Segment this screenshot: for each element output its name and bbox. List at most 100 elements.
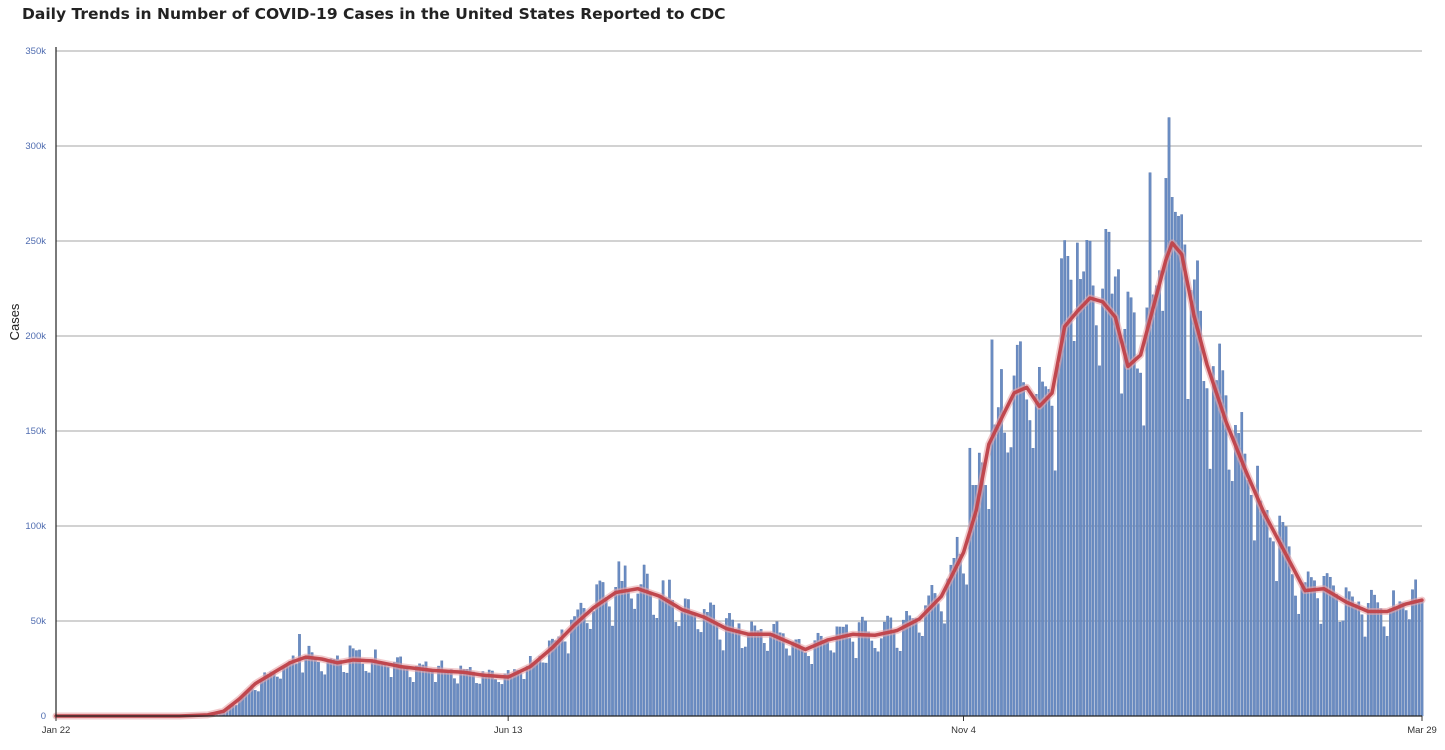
daily-case-bar [671, 600, 674, 717]
y-tick-label: 350k [25, 46, 46, 57]
daily-case-bar [696, 629, 700, 717]
daily-case-bar [996, 407, 1000, 717]
daily-case-bar [1389, 608, 1392, 717]
daily-case-bar [1177, 215, 1180, 717]
daily-case-bar [1180, 214, 1184, 717]
daily-case-bar [285, 663, 289, 717]
daily-case-bar [1224, 395, 1228, 717]
daily-case-bar [1360, 614, 1364, 717]
daily-case-bar [987, 509, 991, 717]
daily-case-bar [1259, 500, 1263, 717]
daily-case-bar [813, 640, 817, 717]
daily-case-bar [1357, 601, 1361, 717]
daily-case-bar [819, 635, 823, 717]
daily-case-bar [1151, 294, 1155, 717]
daily-case-bar [462, 669, 466, 717]
daily-case-bar [804, 652, 807, 717]
daily-case-bar [386, 666, 390, 717]
daily-case-bar [917, 632, 921, 717]
daily-case-bar [687, 599, 690, 717]
daily-case-bar [1003, 432, 1006, 717]
daily-case-bar [1183, 244, 1187, 717]
daily-case-bar [1230, 481, 1234, 717]
daily-case-bar [1237, 433, 1240, 717]
y-axis-title: Cases [7, 303, 22, 340]
daily-case-bar [854, 658, 858, 717]
daily-case-bar [348, 645, 352, 717]
daily-case-bar [791, 641, 795, 717]
daily-case-bar [1335, 593, 1338, 717]
daily-case-bar [1088, 240, 1092, 717]
daily-case-bar [1148, 172, 1152, 717]
daily-case-bar [1366, 603, 1370, 717]
daily-case-bar [674, 622, 678, 717]
y-tick-label: 150k [25, 426, 46, 437]
daily-case-bar [1253, 540, 1256, 717]
daily-case-bar [272, 673, 276, 717]
daily-case-bar [794, 639, 798, 717]
daily-case-bar [1354, 604, 1357, 717]
daily-case-bar [1072, 341, 1076, 717]
daily-case-bar [1094, 325, 1098, 717]
daily-case-bar [702, 609, 706, 717]
daily-case-bar [532, 664, 535, 717]
daily-case-bar [658, 596, 662, 717]
daily-case-bar [525, 665, 529, 717]
daily-case-bar [785, 648, 788, 717]
daily-case-bar [800, 647, 804, 717]
daily-case-bar [984, 485, 987, 717]
daily-case-bar [639, 584, 643, 717]
daily-case-bar [1344, 587, 1348, 717]
daily-case-bar [1028, 420, 1032, 717]
daily-case-bar [1202, 381, 1206, 717]
daily-case-bar [649, 592, 652, 717]
daily-case-bar [377, 661, 380, 717]
daily-case-bar [301, 672, 304, 717]
daily-case-bar [1294, 595, 1297, 717]
daily-case-bar [573, 616, 576, 717]
daily-case-bar [898, 651, 902, 717]
daily-case-bar [342, 672, 346, 717]
daily-case-bar [1199, 310, 1202, 717]
daily-case-bar [753, 625, 757, 717]
daily-case-bar [1193, 279, 1196, 717]
x-tick-label: Nov 4 [951, 725, 976, 736]
daily-case-bar [361, 663, 365, 717]
daily-case-bar [933, 593, 937, 717]
daily-case-bar [541, 662, 545, 717]
daily-case-bar [411, 682, 415, 717]
daily-case-bar [699, 632, 703, 717]
daily-case-bar [737, 623, 741, 717]
daily-case-bar [1009, 447, 1013, 717]
daily-case-bar [766, 650, 769, 717]
daily-case-bar [892, 631, 896, 717]
daily-case-bar [706, 612, 709, 717]
daily-case-bar [253, 690, 257, 717]
daily-case-bar [516, 670, 519, 717]
daily-case-bar [472, 671, 475, 717]
daily-case-bar [965, 584, 968, 717]
daily-case-bar [317, 662, 320, 717]
daily-case-bar [294, 663, 298, 717]
daily-case-bar [570, 619, 573, 717]
daily-case-bar [990, 339, 994, 717]
daily-case-bar [690, 611, 693, 717]
daily-case-bar [326, 659, 330, 717]
daily-case-bar [1401, 602, 1405, 717]
daily-case-bar [1022, 382, 1025, 717]
daily-case-bar [1085, 240, 1089, 717]
daily-case-bar [1379, 608, 1383, 717]
daily-case-bar [993, 424, 997, 717]
daily-case-bar [1098, 365, 1101, 717]
daily-case-bar [826, 642, 829, 717]
daily-case-bar [1316, 598, 1319, 717]
daily-case-bar [1215, 380, 1218, 717]
daily-case-bar [554, 640, 557, 717]
daily-case-bar [1208, 468, 1212, 717]
daily-case-bar [778, 632, 782, 717]
daily-case-bar [1091, 285, 1095, 717]
daily-case-bar [769, 635, 772, 717]
daily-case-bar [734, 629, 738, 717]
daily-case-bar [921, 636, 924, 717]
daily-case-bar [538, 655, 542, 717]
